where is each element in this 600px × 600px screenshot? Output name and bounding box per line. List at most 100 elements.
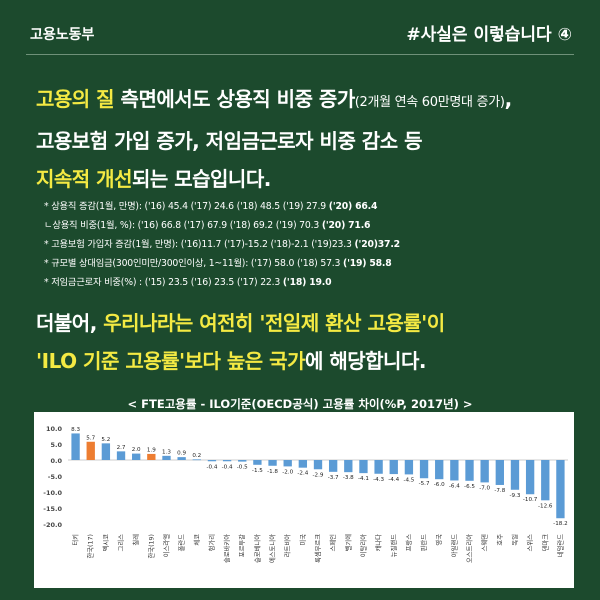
category-label: 뉴질랜드: [389, 534, 398, 557]
category-label: 슬로베니아: [252, 534, 261, 563]
headline1-comma: ,: [504, 87, 513, 111]
headline1-highlight-2: 지속적 개선: [36, 167, 132, 191]
category-label: 멕시코: [101, 534, 110, 552]
headline2-highlight-1: 우리나라는 여전히 '전일제 환산 고용률'이: [103, 311, 445, 335]
data-label: 0.9: [177, 451, 186, 457]
y-tick-label: -20.0: [43, 521, 62, 529]
bar: [541, 460, 550, 501]
category-label: 핀란드: [419, 534, 428, 552]
data-label: 5.2: [101, 437, 110, 443]
headline1-line2: 고용보험 가입 증가, 저임금근로자 비중 감소 등: [36, 129, 422, 153]
data-label: -12.6: [538, 503, 553, 509]
data-label: -0.4: [206, 464, 217, 470]
note-bold: ('18) 19.0: [282, 277, 332, 288]
bar: [435, 460, 444, 480]
y-tick-label: 5.0: [50, 441, 62, 449]
y-tick-label: -5.0: [48, 473, 63, 481]
bar: [268, 460, 277, 466]
data-label: 2.7: [117, 445, 126, 451]
note-bold: ('20) 71.6: [321, 220, 371, 231]
category-label: 오스트리아: [465, 534, 474, 563]
data-label: -3.8: [343, 475, 354, 481]
bar: [359, 460, 368, 474]
category-label: 덴마크: [540, 534, 549, 552]
bar: [328, 460, 338, 472]
category-label: 라트비아: [283, 534, 292, 557]
category-label: 슬로바키아: [222, 534, 231, 563]
bar: [419, 460, 429, 479]
bar: [283, 460, 292, 467]
category-label: 영국: [434, 534, 443, 546]
data-label: -4.3: [373, 477, 384, 483]
category-label: 스웨덴: [480, 534, 489, 552]
note-bold: ('19) 58.8: [343, 258, 392, 269]
note-row: * 고용보험 가입자 증감(1월, 만명): ('16)11.7 ('17)-1…: [44, 235, 584, 254]
data-label: -2.9: [313, 472, 324, 478]
data-label: -1.5: [252, 468, 263, 474]
category-label: 헝가리: [207, 534, 216, 551]
statistics-notes: * 상용직 증감(1월, 만명): ('16) 45.4 ('17) 24.6 …: [44, 197, 584, 292]
ministry-name: 고용노동부: [30, 27, 95, 43]
data-label: -7.0: [479, 485, 490, 491]
data-label: -0.5: [237, 465, 248, 471]
data-label: -0.4: [222, 464, 233, 470]
bar: [495, 460, 504, 485]
headline2-highlight-2: 'ILO 기준 고용률'보다 높은 국가: [36, 349, 305, 373]
chart-panel: 10.0 5.0 0.0 -5.0 -10.0 -15.0 -20.0 8.3 터키 5.7 한국(…: [34, 412, 574, 588]
y-tick-label: 0.0: [50, 457, 62, 465]
note-text: * 상용직 증감(1월, 만명): ('16) 45.4 ('17) 24.6 …: [44, 201, 329, 212]
bar: [556, 460, 565, 519]
note-text: ㄴ상용직 비중(1월, %): ('16) 66.8 ('17) 67.9 ('…: [44, 220, 322, 231]
note-bold: ('20)37.2: [354, 239, 401, 250]
data-label: -7.8: [494, 488, 505, 494]
category-label: 아일랜드: [449, 534, 458, 557]
note-text: * 저임금근로자 비중(%) : ('15) 23.5 ('16) 23.5 (…: [44, 277, 283, 288]
bar: [207, 460, 217, 462]
category-label: 체코: [193, 534, 201, 546]
data-label: -4.5: [403, 477, 414, 483]
data-label: -4.4: [388, 477, 399, 483]
headline2-text-1: 더불어,: [36, 311, 104, 335]
y-tick-label: 10.0: [46, 425, 63, 433]
category-label: 벨기에: [343, 534, 352, 552]
headline1-text-3: 되는 모습입니다.: [131, 167, 271, 191]
bar: [116, 451, 126, 460]
bar: [86, 441, 95, 460]
category-label: 한국(19): [147, 534, 155, 559]
category-label: 포르투갈: [238, 534, 246, 557]
data-label: 8.3: [71, 427, 80, 433]
bar: [404, 460, 414, 475]
data-label: -6.0: [434, 482, 445, 488]
bar: [480, 460, 489, 483]
bar: [450, 460, 459, 481]
headline-fte-rate: 더불어, 우리나라는 여전히 '전일제 환산 고용률'이 'ILO 기준 고용률…: [36, 304, 576, 380]
note-row: * 상용직 증감(1월, 만명): ('16) 45.4 ('17) 24.6 …: [44, 197, 584, 216]
category-label: 스페인: [328, 534, 337, 552]
bar: [253, 460, 262, 465]
category-label: 캐나다: [374, 534, 383, 552]
header-divider: [26, 54, 574, 55]
bar: [389, 460, 398, 475]
bar: [313, 460, 323, 470]
data-label: -2.0: [282, 469, 293, 475]
category-label: 그리스: [116, 534, 125, 552]
bar: [71, 433, 80, 460]
data-label: 1.9: [147, 447, 156, 453]
headline1-text-1: 측면에서도 상용직 비중 증가: [114, 87, 356, 111]
category-label: 프랑스: [405, 534, 413, 552]
category-label: 터키: [71, 534, 80, 546]
bar: [510, 460, 520, 490]
note-row: * 저임금근로자 비중(%) : ('15) 23.5 ('16) 23.5 (…: [44, 273, 584, 292]
category-label: 미국: [298, 534, 307, 546]
bar: [465, 460, 474, 481]
data-label: -3.7: [328, 475, 339, 481]
category-label: 이탈리아: [358, 534, 367, 557]
bar: [147, 453, 156, 460]
bar: [132, 453, 141, 460]
data-label: -6.5: [464, 484, 475, 490]
category-label: 폴란드: [178, 534, 186, 552]
note-bold: ('20) 66.4: [328, 201, 378, 212]
note-row: * 규모별 상대임금(300인미만/300인이상, 1~11월): ('17) …: [44, 254, 584, 273]
series-title: #사실은 이렇습니다 ④: [406, 25, 572, 45]
data-label: -5.7: [419, 481, 430, 487]
